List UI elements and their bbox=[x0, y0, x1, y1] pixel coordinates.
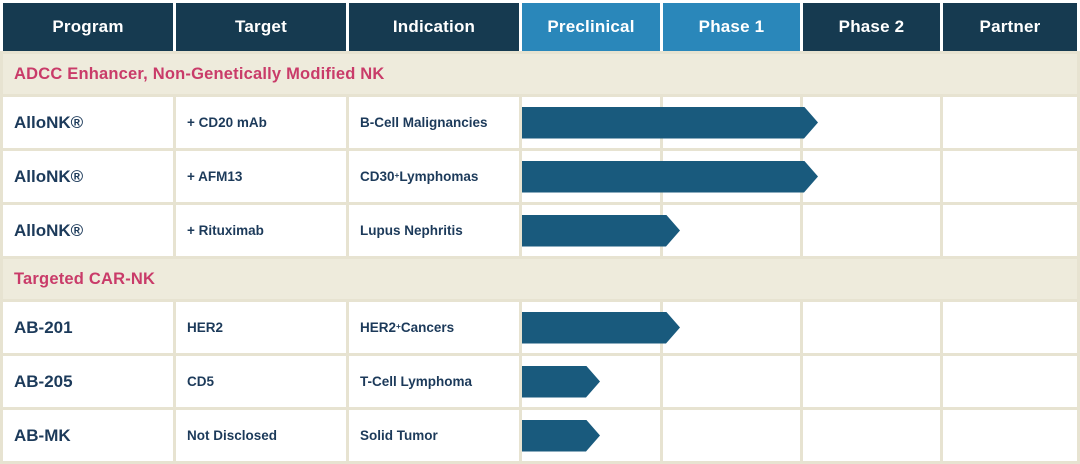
pipeline-row: AB-201 HER2 HER2 + Cancers bbox=[3, 302, 1077, 353]
table-body: ADCC Enhancer, Non-Genetically Modified … bbox=[0, 51, 1080, 464]
column-header-phase-2: Phase 2 bbox=[803, 3, 940, 51]
column-header-phase-1: Phase 1 bbox=[663, 3, 800, 51]
program-cell: AB-205 bbox=[3, 356, 173, 407]
phase-cell-phase-2 bbox=[803, 97, 940, 148]
column-header-indication: Indication bbox=[349, 3, 519, 51]
pipeline-row: AlloNK® + AFM13 CD30 + Lymphomas bbox=[3, 151, 1077, 202]
phase-cell-phase-2 bbox=[803, 302, 940, 353]
progress-arrow bbox=[522, 420, 600, 452]
phase-cell-partner bbox=[943, 356, 1077, 407]
column-header-partner: Partner bbox=[943, 3, 1077, 51]
indication-cell: HER2 + Cancers bbox=[349, 302, 519, 353]
indication-cell: CD30 + Lymphomas bbox=[349, 151, 519, 202]
indication-cell: Solid Tumor bbox=[349, 410, 519, 461]
program-cell: AlloNK® bbox=[3, 97, 173, 148]
column-header-program: Program bbox=[3, 3, 173, 51]
progress-arrow bbox=[522, 161, 818, 193]
section-title: Targeted CAR-NK bbox=[14, 269, 156, 288]
program-cell: AB-MK bbox=[3, 410, 173, 461]
section-row: Targeted CAR-NK bbox=[3, 259, 1077, 299]
phase-cell-partner bbox=[943, 205, 1077, 256]
indication-cell: Lupus Nephritis bbox=[349, 205, 519, 256]
phase-cell-phase-1 bbox=[663, 205, 800, 256]
phase-cell-partner bbox=[943, 151, 1077, 202]
progress-arrow bbox=[522, 107, 818, 139]
phase-cell-phase-1 bbox=[663, 356, 800, 407]
phase-cell-phase-1 bbox=[663, 410, 800, 461]
pipeline-row: AlloNK® + CD20 mAb B-Cell Malignancies bbox=[3, 97, 1077, 148]
phase-cell-phase-2 bbox=[803, 356, 940, 407]
phase-cell-phase-2 bbox=[803, 151, 940, 202]
program-cell: AB-201 bbox=[3, 302, 173, 353]
progress-arrow bbox=[522, 312, 680, 344]
pipeline-row: AlloNK® + Rituximab Lupus Nephritis bbox=[3, 205, 1077, 256]
phase-cell-phase-2 bbox=[803, 410, 940, 461]
program-cell: AlloNK® bbox=[3, 205, 173, 256]
phase-cell-phase-2 bbox=[803, 205, 940, 256]
target-cell: + CD20 mAb bbox=[176, 97, 346, 148]
progress-arrow bbox=[522, 366, 600, 398]
section-title: ADCC Enhancer, Non-Genetically Modified … bbox=[14, 64, 385, 83]
target-cell: + AFM13 bbox=[176, 151, 346, 202]
phase-cell-partner bbox=[943, 302, 1077, 353]
target-cell: CD5 bbox=[176, 356, 346, 407]
pipeline-row: AB-MK Not Disclosed Solid Tumor bbox=[3, 410, 1077, 461]
phase-cell-phase-1 bbox=[663, 302, 800, 353]
target-cell: Not Disclosed bbox=[176, 410, 346, 461]
indication-cell: T-Cell Lymphoma bbox=[349, 356, 519, 407]
header-row: Program Target Indication Preclinical Phase … bbox=[3, 3, 1077, 51]
phase-cell-partner bbox=[943, 97, 1077, 148]
target-cell: HER2 bbox=[176, 302, 346, 353]
column-header-preclinical: Preclinical bbox=[522, 3, 660, 51]
progress-arrow bbox=[522, 215, 680, 247]
section-row: ADCC Enhancer, Non-Genetically Modified … bbox=[3, 54, 1077, 94]
column-header-target: Target bbox=[176, 3, 346, 51]
phase-cell-partner bbox=[943, 410, 1077, 461]
indication-cell: B-Cell Malignancies bbox=[349, 97, 519, 148]
pipeline-row: AB-205 CD5 T-Cell Lymphoma bbox=[3, 356, 1077, 407]
target-cell: + Rituximab bbox=[176, 205, 346, 256]
program-cell: AlloNK® bbox=[3, 151, 173, 202]
